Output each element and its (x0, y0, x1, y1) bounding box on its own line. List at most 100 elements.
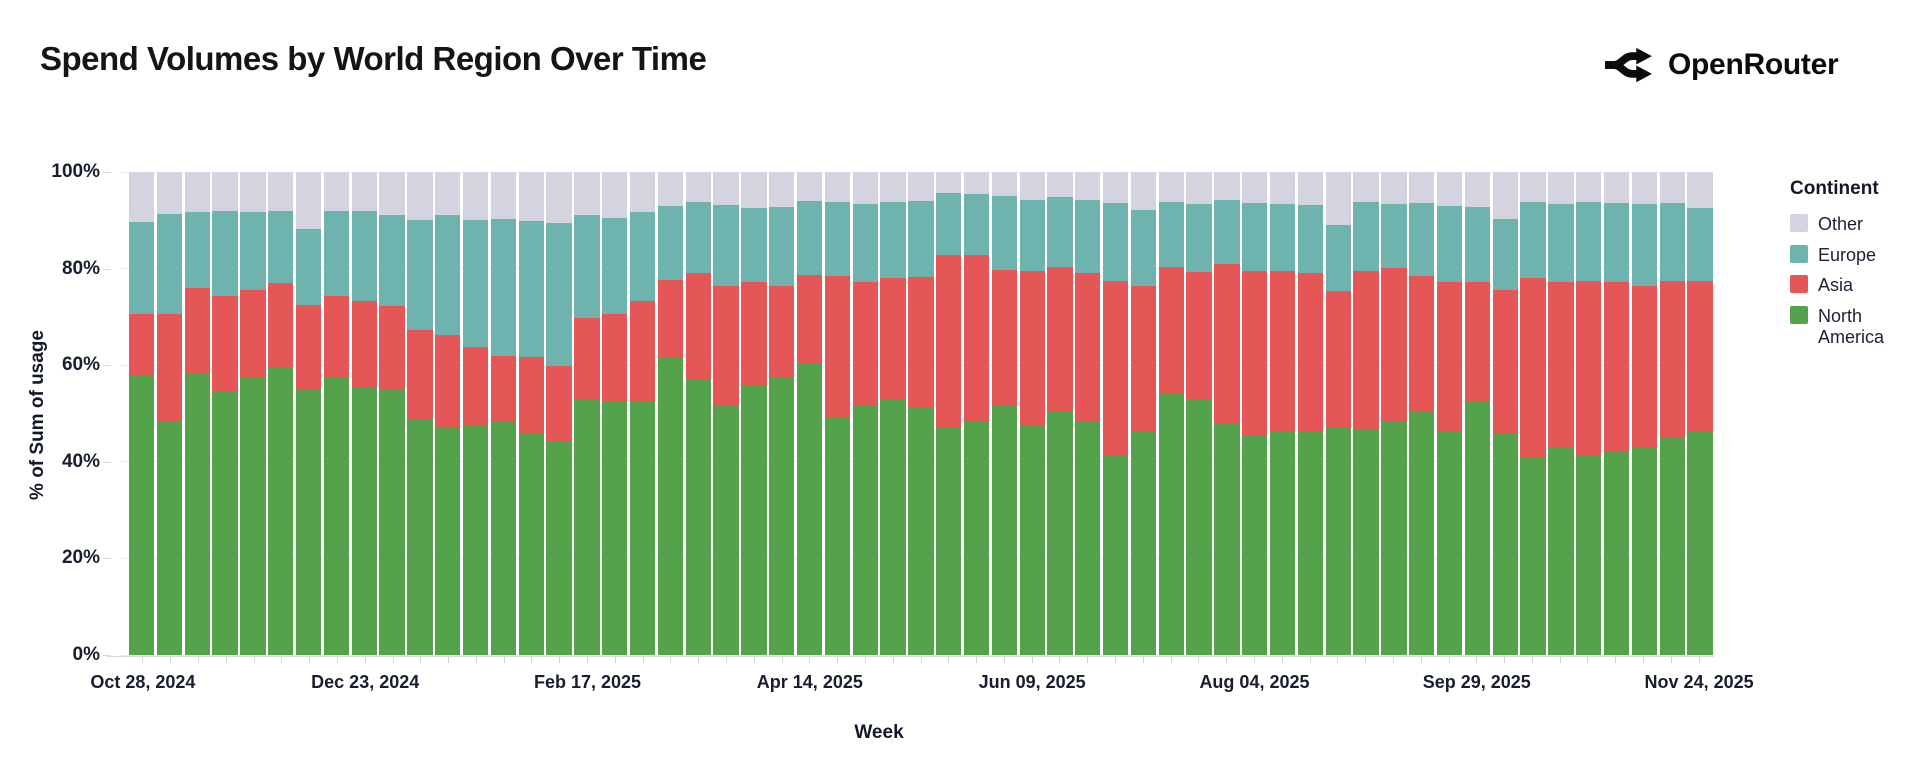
bar-segment-other (1297, 172, 1324, 206)
bar[interactable] (741, 172, 767, 655)
bar[interactable] (908, 172, 934, 655)
bar-segment-other (1353, 172, 1379, 203)
bar-segment-north-america (295, 389, 322, 655)
bar[interactable] (1047, 172, 1073, 655)
bar[interactable] (602, 172, 628, 655)
bar[interactable] (323, 172, 350, 655)
bar[interactable] (1269, 172, 1296, 655)
bar-segment-other (407, 172, 433, 220)
bar[interactable] (852, 172, 878, 655)
bar-segment-europe (184, 211, 210, 289)
x-tick-mark (1003, 657, 1005, 663)
legend-item-asia: Asia (1790, 275, 1916, 296)
bar-segment-asia (1492, 289, 1518, 434)
bar[interactable] (295, 172, 322, 655)
bar-segment-europe (1075, 200, 1101, 273)
bar[interactable] (1075, 172, 1101, 655)
bar[interactable] (769, 172, 795, 655)
bar[interactable] (1409, 172, 1435, 655)
bar-segment-north-america (462, 425, 489, 655)
bar[interactable] (574, 172, 600, 655)
bar[interactable] (240, 172, 266, 655)
bar[interactable] (1158, 172, 1184, 655)
bar-segment-europe (1047, 196, 1073, 267)
bar[interactable] (1297, 172, 1324, 655)
bar[interactable] (490, 172, 517, 655)
bar-segment-asia (963, 255, 990, 421)
bar-segment-other (1130, 172, 1157, 211)
bar[interactable] (1520, 172, 1546, 655)
bar-segment-other (518, 172, 544, 222)
bar[interactable] (1687, 172, 1713, 655)
bar-segment-europe (1381, 204, 1407, 269)
bar[interactable] (184, 172, 210, 655)
bar[interactable] (1436, 172, 1463, 655)
bar[interactable] (351, 172, 377, 655)
bar-segment-north-america (1130, 431, 1157, 655)
bar-segment-europe (1436, 205, 1463, 283)
bar[interactable] (936, 172, 962, 655)
bar[interactable] (518, 172, 544, 655)
bar[interactable] (129, 172, 155, 655)
bar[interactable] (796, 172, 823, 655)
bar[interactable] (1325, 172, 1351, 655)
bar[interactable] (1019, 172, 1045, 655)
bar[interactable] (1353, 172, 1379, 655)
bar[interactable] (1464, 172, 1491, 655)
x-tick-mark (864, 657, 866, 663)
bar[interactable] (991, 172, 1017, 655)
x-tick-mark (753, 657, 755, 663)
bar-segment-asia (1381, 268, 1407, 422)
bar-segment-asia (1687, 281, 1713, 432)
bar-segment-asia (824, 275, 851, 418)
bar[interactable] (880, 172, 906, 655)
bar-segment-asia (435, 335, 461, 428)
bar-segment-asia (1102, 280, 1129, 456)
bar[interactable] (1548, 172, 1574, 655)
y-tick-mark (103, 268, 111, 270)
bar[interactable] (1102, 172, 1129, 655)
bar[interactable] (713, 172, 739, 655)
bar[interactable] (629, 172, 656, 655)
x-tick-mark (1698, 657, 1700, 663)
bar[interactable] (379, 172, 405, 655)
bar[interactable] (1631, 172, 1658, 655)
bar[interactable] (1242, 172, 1268, 655)
bar-segment-north-america (129, 375, 155, 655)
bar[interactable] (268, 172, 294, 655)
bar[interactable] (1603, 172, 1630, 655)
bar[interactable] (963, 172, 990, 655)
bar[interactable] (1214, 172, 1240, 655)
bar-segment-asia (1297, 272, 1324, 431)
bar-segment-asia (1214, 263, 1240, 423)
bar[interactable] (546, 172, 572, 655)
bar-segment-other (462, 172, 489, 221)
bar-segment-north-america (407, 419, 433, 655)
bar[interactable] (1130, 172, 1157, 655)
bar[interactable] (685, 172, 711, 655)
bar[interactable] (1381, 172, 1407, 655)
bar-segment-europe (629, 212, 656, 302)
bar[interactable] (407, 172, 433, 655)
bar[interactable] (435, 172, 461, 655)
bar[interactable] (1186, 172, 1212, 655)
bar[interactable] (462, 172, 489, 655)
bar[interactable] (1659, 172, 1685, 655)
x-tick-mark (225, 657, 227, 663)
x-tick-mark (1142, 657, 1144, 663)
x-tick-mark (587, 657, 589, 663)
bar[interactable] (657, 172, 684, 655)
bar-segment-other (1186, 172, 1212, 205)
bar[interactable] (1492, 172, 1518, 655)
bar-segment-north-america (351, 387, 377, 655)
bar-segment-north-america (1603, 451, 1630, 655)
bar[interactable] (156, 172, 183, 655)
bar-segment-north-america (574, 399, 600, 655)
bar-segment-other (991, 172, 1017, 197)
bar[interactable] (824, 172, 851, 655)
bar[interactable] (1576, 172, 1602, 655)
legend-swatch-north-america (1790, 306, 1808, 325)
bar[interactable] (212, 172, 238, 655)
bar-segment-north-america (963, 420, 990, 655)
bar-segment-europe (351, 210, 377, 302)
